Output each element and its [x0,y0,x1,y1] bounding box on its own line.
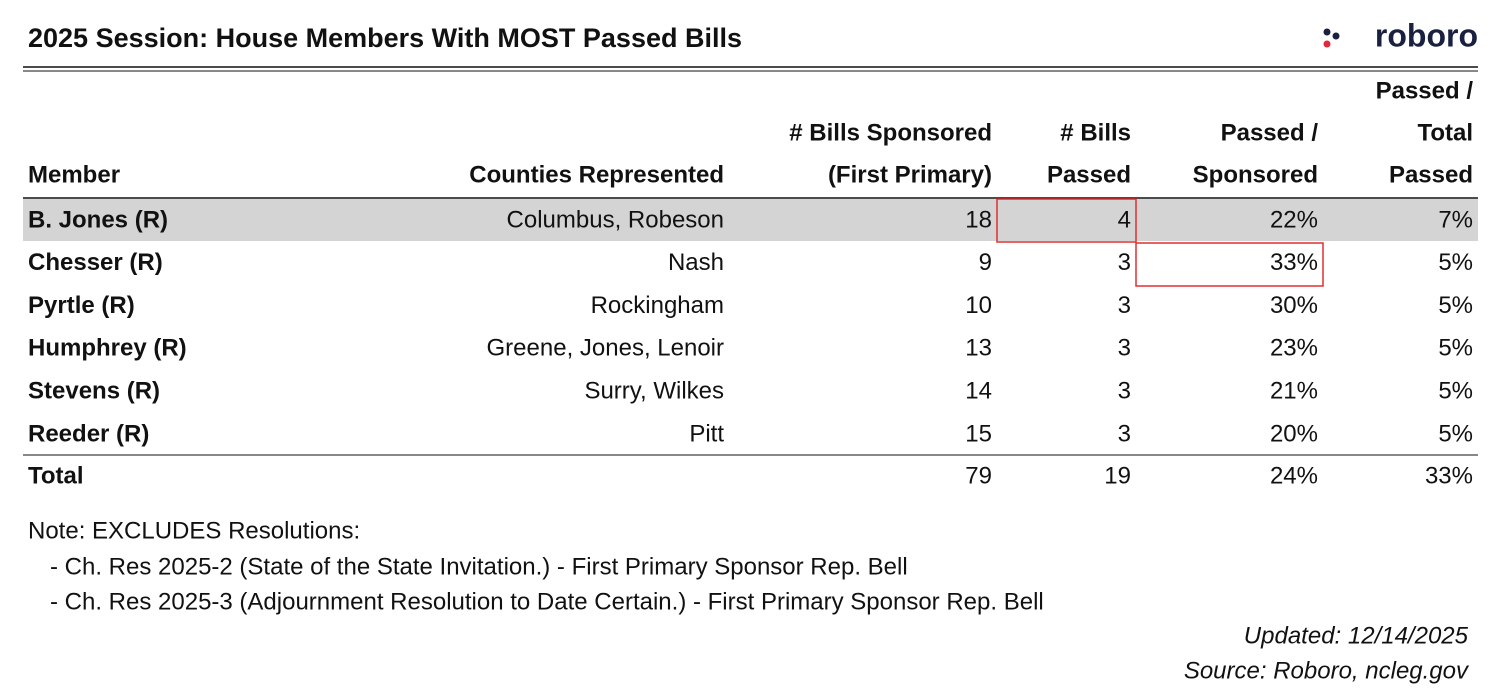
cell: Nash [668,249,724,276]
cell: 7% [1438,206,1473,233]
cell: Columbus, Robeson [507,206,724,233]
column-header: Member [28,161,120,188]
member-name: Chesser (R) [28,249,163,276]
total-cell: 24% [1270,462,1318,489]
cell: 33% [1270,249,1318,276]
title: 2025 Session: House Members With MOST Pa… [28,23,742,53]
cell: 18 [965,206,992,233]
total-cell: 19 [1104,462,1131,489]
logo: roboro [1323,17,1478,53]
column-header: Passed [1389,161,1473,188]
cell: 22% [1270,206,1318,233]
column-header: (First Primary) [828,161,992,188]
column-header: Counties Represented [469,161,724,188]
cell: 21% [1270,378,1318,405]
member-name: Humphrey (R) [28,335,187,362]
cell: 3 [1118,378,1131,405]
cell-highlight [996,198,1137,243]
cell: 10 [965,292,992,319]
cell: 5% [1438,378,1473,405]
cell: 30% [1270,292,1318,319]
member-name: Pyrtle (R) [28,292,135,319]
cell: 20% [1270,420,1318,447]
cell: 14 [965,378,992,405]
logo-text: roboro [1375,17,1478,53]
cell: Rockingham [591,292,724,319]
cell: Greene, Jones, Lenoir [487,335,724,362]
cell-highlight [1135,242,1324,287]
member-name: Stevens (R) [28,378,160,405]
column-header: Total [1417,119,1473,146]
cell: 3 [1118,249,1131,276]
note-heading: Note: EXCLUDES Resolutions: [28,517,360,544]
cell: 3 [1118,335,1131,362]
cell: 5% [1438,249,1473,276]
row-highlight [23,199,1478,241]
column-header: Sponsored [1193,161,1318,188]
cell: 15 [965,420,992,447]
cell: 4 [1118,206,1131,233]
column-header: Passed / [1221,119,1319,146]
logo-dot [1332,32,1340,40]
total-cell: 33% [1425,462,1473,489]
note-item: - Ch. Res 2025-2 (State of the State Inv… [50,553,908,580]
cell: 5% [1438,420,1473,447]
cell: 3 [1118,292,1131,319]
column-header: Passed / [1376,77,1474,104]
column-header: # Bills Sponsored [789,119,992,146]
cell: 3 [1118,420,1131,447]
cell: 23% [1270,335,1318,362]
note-item: - Ch. Res 2025-3 (Adjournment Resolution… [50,588,1044,615]
logo-dot [1323,40,1331,48]
cell: 13 [965,335,992,362]
cell: 5% [1438,335,1473,362]
column-header: Passed [1047,161,1131,188]
total-cell: 79 [965,462,992,489]
table: Member Counties Represented # Bills Sponso… [28,77,1473,489]
cell: Surry, Wilkes [584,378,724,405]
updated: Updated: 12/14/2025 [1244,622,1469,649]
cell: 5% [1438,292,1473,319]
cell: 9 [979,249,992,276]
source: Source: Roboro, ncleg.gov [1184,657,1470,684]
column-header: # Bills [1060,119,1131,146]
logo-dot [1323,28,1331,36]
member-name: B. Jones (R) [28,206,168,233]
member-name: Reeder (R) [28,420,149,447]
total-label: Total [28,462,84,489]
cell: Pitt [689,420,724,447]
